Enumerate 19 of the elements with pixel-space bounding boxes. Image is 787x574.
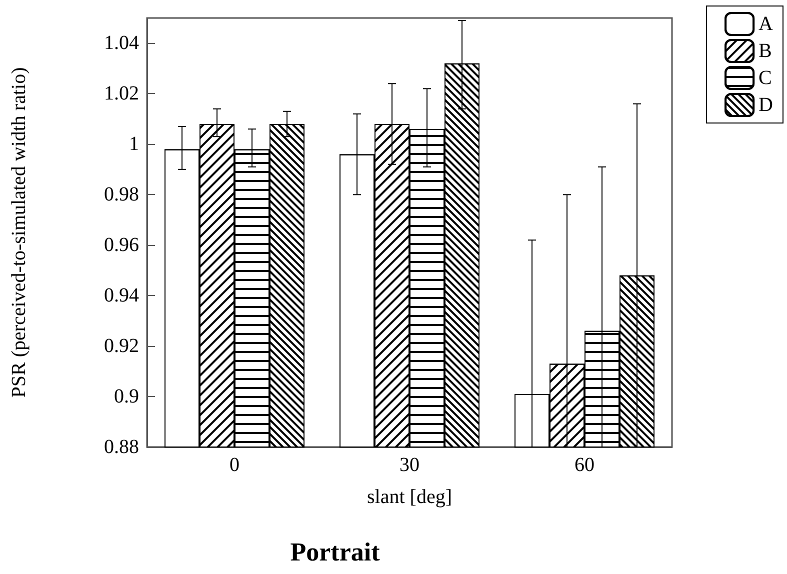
y-tick-label: 0.94 [104,284,139,307]
y-tick-label: 1 [129,133,139,156]
x-axis-title: slant [deg] [367,486,452,508]
x-tick-label: 30 [400,454,420,476]
legend-label: D [758,94,774,116]
y-tick-label: 0.9 [114,386,139,408]
legend-label: B [758,40,772,62]
y-tick-label: 0.98 [104,184,139,206]
y-tick-label: 1.02 [104,82,139,105]
legend-label: C [758,67,772,89]
text: Portrait [290,538,380,566]
y-tick-label: 0.96 [104,234,139,256]
x-tick-label: 60 [574,454,594,476]
y-axis-title: PSR (perceived-to-simulated width ratio) [8,67,30,398]
y-tick-label: 0.92 [104,335,139,358]
y-tick-label: 1.04 [104,32,139,54]
x-tick-label: 0 [230,454,240,476]
y-tick-label: 0.88 [104,436,139,458]
legend-label: A [758,13,774,35]
